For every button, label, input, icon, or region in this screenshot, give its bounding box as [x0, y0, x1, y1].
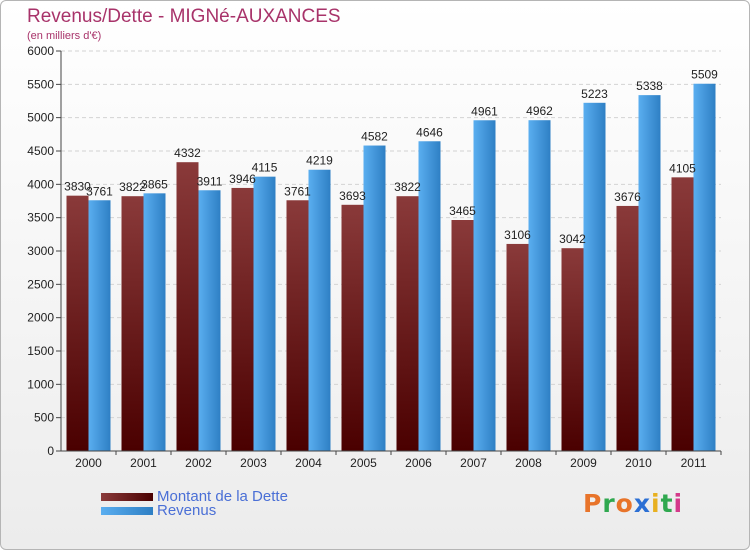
label-dette: 3042	[559, 232, 586, 246]
bar-revenus	[363, 145, 386, 452]
bar-dette	[286, 200, 309, 451]
y-tick-label: 500	[34, 411, 54, 425]
x-tick-label: 2003	[240, 456, 267, 470]
bar-revenus	[583, 102, 606, 452]
label-dette: 3822	[394, 180, 421, 194]
bar-dette	[66, 195, 89, 451]
bar-dette	[616, 205, 639, 451]
bar-revenus	[198, 190, 221, 451]
x-tick-label: 2002	[185, 456, 212, 470]
bar-dette	[176, 162, 199, 451]
bar-revenus	[88, 200, 111, 451]
bar-revenus	[638, 95, 661, 451]
bar-revenus	[253, 176, 276, 451]
bar-revenus	[528, 120, 551, 451]
y-tick-label: 4000	[27, 177, 54, 191]
bar-revenus	[418, 141, 441, 451]
label-revenus: 4961	[471, 104, 498, 118]
x-tick-label: 2005	[350, 456, 377, 470]
y-tick-label: 3500	[27, 211, 54, 225]
x-tick-label: 2000	[75, 456, 102, 470]
logo-letter: i	[673, 489, 684, 518]
label-dette: 3106	[504, 228, 531, 242]
bar-revenus	[473, 120, 496, 452]
legend-label-dette: Montant de la Dette	[157, 488, 288, 505]
label-revenus: 4115	[252, 161, 278, 175]
label-revenus: 4582	[361, 130, 388, 144]
x-tick-label: 2001	[130, 456, 157, 470]
logo-letter: x	[633, 489, 651, 518]
y-tick-label: 4500	[27, 144, 54, 158]
y-tick-label: 1500	[27, 344, 54, 358]
label-revenus: 4646	[416, 125, 443, 139]
x-tick-label: 2008	[515, 456, 542, 470]
label-dette: 3465	[449, 204, 476, 218]
legend-label-revenus: Revenus	[157, 502, 217, 519]
y-tick-label: 5000	[27, 111, 54, 125]
label-dette: 3693	[339, 189, 366, 203]
y-tick-label: 3000	[27, 244, 54, 258]
x-tick-label: 2009	[570, 456, 597, 470]
label-dette: 3676	[614, 190, 641, 204]
logo-letter: r	[602, 489, 616, 518]
dette-swatch-icon	[101, 493, 153, 501]
chart-subtitle: (en milliers d'€)	[27, 30, 102, 42]
bar-revenus	[693, 83, 716, 451]
revenus-swatch-icon	[101, 507, 153, 515]
grid-lines	[61, 50, 721, 419]
bar-revenus	[308, 169, 331, 451]
bar-dette	[506, 243, 529, 451]
y-tick-label: 5500	[27, 77, 54, 91]
chart-title: Revenus/Dette - MIGNé-AUXANCES	[27, 6, 341, 27]
bar-dette	[231, 187, 254, 451]
x-tick-label: 2006	[405, 456, 432, 470]
bar-revenus	[143, 193, 166, 452]
label-revenus: 5509	[691, 68, 718, 82]
bar-dette	[561, 248, 584, 451]
y-tick-label: 6000	[27, 44, 54, 58]
y-tick-label: 0	[47, 444, 54, 458]
y-tick-label: 2500	[27, 277, 54, 291]
label-dette: 4105	[669, 161, 696, 175]
x-tick-label: 2010	[625, 456, 652, 470]
x-tick-label: 2011	[681, 456, 707, 470]
label-revenus: 4962	[526, 104, 553, 118]
label-revenus: 4219	[306, 154, 333, 168]
bar-dette	[341, 204, 364, 451]
label-revenus: 5338	[636, 79, 663, 93]
label-revenus: 5223	[581, 87, 608, 101]
bar-dette	[121, 196, 144, 451]
proxiti-logo: Proxiti	[583, 489, 683, 518]
logo-letter: t	[660, 489, 674, 518]
logo-letter: o	[615, 489, 634, 518]
x-tick-label: 2007	[460, 456, 487, 470]
logo-letter: i	[651, 489, 661, 518]
bar-dette	[451, 220, 474, 451]
label-revenus: 3865	[141, 177, 168, 191]
bar-dette	[671, 177, 694, 452]
label-dette: 4332	[174, 146, 201, 160]
logo-letter: P	[583, 489, 603, 518]
y-tick-label: 1000	[27, 377, 54, 391]
label-dette: 3822	[119, 180, 146, 194]
label-dette: 3946	[229, 172, 256, 186]
label-revenus: 3761	[86, 184, 113, 198]
label-revenus: 3911	[197, 174, 223, 188]
bars	[66, 83, 716, 452]
bar-dette	[396, 196, 419, 451]
axes: 0 500 1000 1500 2000 2500 3000 3500 4000 4500 5000…	[27, 44, 722, 470]
y-tick-label: 2000	[27, 311, 54, 325]
x-tick-label: 2004	[295, 456, 322, 470]
label-dette: 3830	[64, 180, 91, 194]
label-dette: 3761	[284, 184, 311, 198]
